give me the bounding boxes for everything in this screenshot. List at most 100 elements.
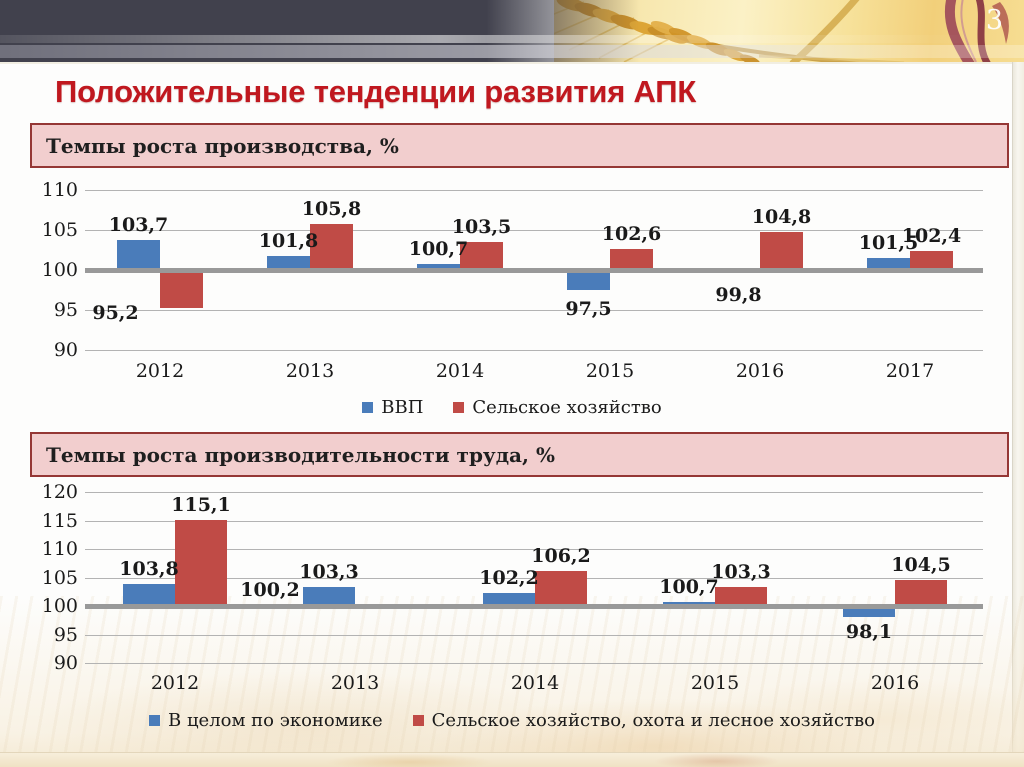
bar-ВВП-2017 [867,258,910,270]
chart2-title-box: Темпы роста производительности труда, % [30,432,1009,477]
gridline-105 [85,577,983,579]
bar-В целом по экономике-2014 [483,593,535,606]
category-label-2012: 2012 [135,360,185,382]
legend: В целом по экономике Сельское хозяйство, … [60,710,964,731]
axis-baseline-100 [85,267,983,273]
banner-streak [0,35,980,43]
legend-item-blue: В целом по экономике [149,710,383,731]
legend-item-blue: ВВП [362,397,423,418]
category-label-2014: 2014 [435,360,485,382]
legend: ВВП Сельское хозяйство [60,397,964,418]
data-label-В целом по экономике-2016: 98,1 [845,620,893,643]
data-label-В целом по экономике-2014: 102,2 [479,567,539,590]
bar-Сельское хозяйство, охота и лесное хозяйство-2016 [895,580,947,606]
bar-Сельское хозяйство-2016 [760,231,803,270]
gridline-90 [85,663,983,664]
page-number: 3 [985,5,1003,36]
bar-Сельское хозяйство, охота и лесное хозяйство-2012 [175,519,227,606]
y-axis-tick-105: 105 [41,566,78,589]
data-label-ВВП-2015: 97,5 [565,298,612,320]
chart1-title: Темпы роста производства, % [46,133,399,158]
data-label-В целом по экономике-2012: 103,8 [119,558,179,581]
legend-label: Сельское хозяйство [472,397,662,418]
chart2-title: Темпы роста производительности труда, % [46,442,555,467]
data-label-Сельское хозяйство, охота и лесное хозяйство-2016: 104,5 [891,554,951,577]
chart1-title-box: Темпы роста производства, % [30,123,1009,168]
category-label-2013: 2013 [285,360,335,382]
data-label-ВВП-2017: 101,5 [858,232,919,254]
bar-Сельское хозяйство-2017 [910,250,953,270]
category-label-2013: 2013 [330,672,380,694]
axis-baseline-100 [85,603,983,609]
data-label-Сельское хозяйство-2012: 95,2 [92,302,139,325]
data-label-ВВП-2016: 99,8 [715,283,762,306]
bar-ВВП-2014 [417,264,460,270]
legend-swatch-red [453,402,465,413]
gridline-95 [85,634,983,636]
bar-Сельское хозяйство-2014 [460,242,503,270]
data-label-В целом по экономике-2013: 103,3 [299,561,359,584]
bar-ВВП-2015 [567,270,610,290]
gridline-115 [85,520,983,522]
y-axis-tick-105: 105 [41,219,78,241]
y-axis-tick-115: 115 [41,509,78,532]
wheat-bottom-strip [0,752,1024,767]
banner-streak [0,45,1024,58]
data-label-Сельское хозяйство-2016: 104,8 [751,205,812,228]
y-axis-tick-120: 120 [41,481,78,503]
legend-label: Сельское хозяйство, охота и лесное хозяй… [431,710,875,731]
gridline-95 [85,310,983,311]
y-axis-tick-100: 100 [41,595,78,617]
legend-swatch-red [412,715,424,726]
y-axis-tick-110: 110 [41,179,78,201]
data-label-Сельское хозяйство, охота и лесное хозяйство-2012: 115,1 [171,493,231,516]
gridline-110 [85,549,983,550]
bar-В целом по экономике-2012 [123,584,175,606]
category-label-2016: 2016 [870,672,920,694]
y-axis-tick-90: 90 [53,652,78,674]
gridline-90 [85,350,983,351]
gridline-110 [85,190,983,191]
data-label-ВВП-2012: 103,7 [108,214,169,237]
data-label-Сельское хозяйство-2014: 103,5 [451,216,512,238]
bar-Сельское хозяйство-2012 [160,270,203,309]
y-axis-tick-95: 95 [53,299,78,321]
data-label-ВВП-2013: 101,8 [258,229,319,252]
slide-title: Положительные тенденции развития АПК [55,74,697,109]
gridline-105 [85,230,983,231]
bar-Сельское хозяйство, охота и лесное хозяйство-2014 [535,570,587,606]
bar-В целом по экономике-2016 [843,606,895,617]
wheat-texture-background [0,596,1024,767]
category-label-2012: 2012 [150,672,200,694]
y-axis-tick-110: 110 [41,538,78,560]
y-axis-tick-100: 100 [41,259,78,281]
right-edge-strip [1012,62,1024,767]
category-label-2017: 2017 [885,360,935,382]
legend-item-red: Сельское хозяйство, охота и лесное хозяй… [412,710,875,731]
bar-Сельское хозяйство-2015 [610,249,653,270]
category-label-2014: 2014 [510,672,560,694]
bar-Сельское хозяйство-2013 [310,223,353,270]
bar-ВВП-2013 [267,255,310,270]
data-label-Сельское хозяйство-2015: 102,6 [601,223,662,246]
legend-label: ВВП [381,397,424,418]
legend-swatch-blue [149,715,161,726]
bar-ВВП-2012 [117,240,160,270]
legend-item-red: Сельское хозяйство [453,397,662,418]
category-label-2015: 2015 [690,672,740,694]
y-axis-tick-95: 95 [53,623,78,646]
data-label-ВВП-2014: 100,7 [408,238,469,261]
legend-swatch-blue [362,402,374,413]
category-label-2015: 2015 [585,360,635,382]
category-label-2016: 2016 [735,360,785,382]
data-label-Сельское хозяйство, охота и лесное хозяйство-2015: 103,3 [711,561,771,584]
data-label-В целом по экономике-2015: 100,7 [659,576,719,598]
legend-label: В целом по экономике [168,710,383,731]
data-label-Сельское хозяйство, охота и лесное хозяйство-2014: 106,2 [531,544,591,567]
gridline-120 [85,492,983,493]
y-axis-tick-90: 90 [53,339,78,361]
bar-Сельское хозяйство, охота и лесное хозяйство-2015 [715,587,767,606]
top-banner: 3 [0,0,1024,64]
